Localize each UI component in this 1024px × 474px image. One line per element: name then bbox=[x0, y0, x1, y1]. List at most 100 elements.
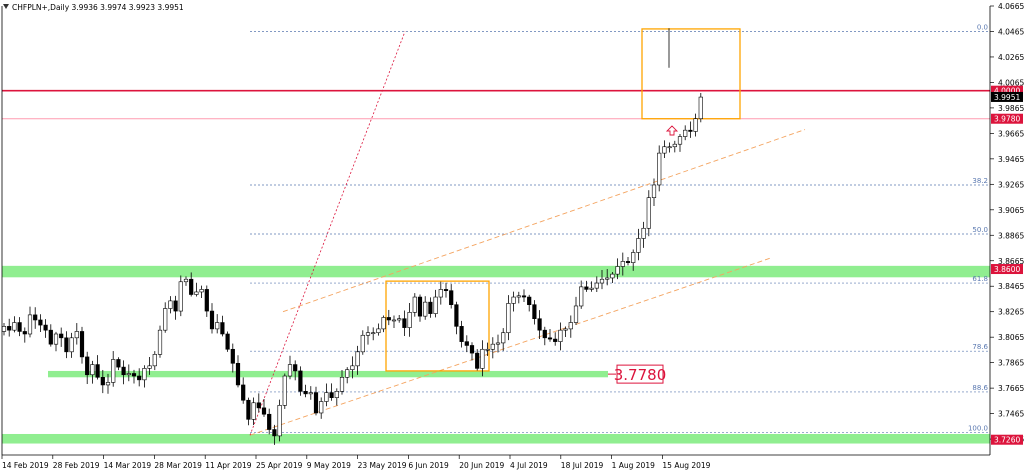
candle-body bbox=[594, 282, 599, 289]
candle-body bbox=[579, 286, 584, 307]
price-level-box bbox=[991, 434, 1023, 445]
candle-body bbox=[407, 312, 412, 328]
candle-body bbox=[620, 261, 625, 267]
candle-body bbox=[22, 331, 27, 335]
candle-body bbox=[157, 329, 163, 355]
candle-body bbox=[376, 328, 381, 334]
annotation-box bbox=[616, 364, 664, 384]
candle-body bbox=[95, 364, 100, 378]
candle-body bbox=[636, 238, 641, 253]
candle-body bbox=[667, 146, 672, 149]
fib-level-label: 78.6 bbox=[972, 343, 988, 351]
candle-body bbox=[677, 136, 683, 145]
candle-body bbox=[199, 289, 204, 293]
candle-body bbox=[584, 286, 589, 290]
x-tick-label: 20 Jun 2019 bbox=[459, 461, 504, 470]
candle-body bbox=[475, 352, 480, 369]
price-level-label: 3.9951 bbox=[994, 93, 1020, 102]
candle-body bbox=[64, 337, 69, 353]
x-tick-label: 18 Jul 2019 bbox=[561, 461, 604, 470]
candle-body bbox=[251, 402, 256, 420]
candle-body bbox=[417, 296, 423, 317]
y-tick-label: 3.8065 bbox=[998, 333, 1024, 342]
candle-body bbox=[490, 343, 495, 350]
candle-body bbox=[163, 308, 168, 331]
candle-body bbox=[397, 318, 402, 321]
candle-body bbox=[631, 252, 636, 263]
candle-body bbox=[365, 332, 371, 336]
candle-body bbox=[267, 413, 272, 430]
candle-body bbox=[454, 304, 459, 327]
candle-body bbox=[282, 375, 287, 406]
candle-body bbox=[69, 337, 74, 353]
candle-body bbox=[651, 184, 657, 199]
candle-body bbox=[350, 365, 355, 370]
candle-body bbox=[85, 356, 90, 376]
candle-body bbox=[532, 304, 537, 320]
x-tick-label: 15 Aug 2019 bbox=[662, 461, 710, 470]
candle-body bbox=[246, 399, 251, 420]
candle-body bbox=[220, 322, 225, 335]
y-tick-label: 3.9865 bbox=[998, 104, 1024, 113]
x-tick-label: 1 Aug 2019 bbox=[612, 461, 655, 470]
candle-body bbox=[287, 364, 293, 377]
y-tick-label: 4.0065 bbox=[998, 78, 1024, 87]
channel-lower-line bbox=[249, 257, 773, 436]
candle-body bbox=[152, 354, 157, 367]
candle-body bbox=[683, 129, 688, 137]
candle-body bbox=[256, 402, 261, 409]
candle-body bbox=[43, 324, 48, 331]
candle-body bbox=[459, 326, 464, 342]
candle-body bbox=[386, 317, 391, 321]
chart-header: CHFPLN+,Daily 3.9936 3.9974 3.9923 3.995… bbox=[12, 3, 184, 12]
fib-level-label: 38.2 bbox=[972, 177, 988, 185]
support-zone bbox=[48, 370, 608, 378]
candle-body bbox=[537, 318, 542, 331]
annotation-label: 3.7780 bbox=[614, 366, 667, 384]
candle-body bbox=[137, 375, 142, 381]
candle-body bbox=[79, 331, 85, 358]
candle-body bbox=[542, 329, 547, 339]
candle-body bbox=[126, 373, 131, 376]
candle-body bbox=[298, 370, 303, 392]
candle-body bbox=[371, 332, 376, 335]
candle-body bbox=[547, 337, 553, 340]
candle-body bbox=[308, 392, 313, 395]
candle-body bbox=[105, 382, 111, 386]
candle-body bbox=[672, 143, 677, 148]
candle-body bbox=[121, 366, 126, 376]
price-level-label: 3.7260 bbox=[994, 436, 1020, 445]
fib-level-label: 100.0 bbox=[968, 425, 988, 433]
y-tick-label: 4.0465 bbox=[998, 27, 1024, 36]
fib-level-label: 61.8 bbox=[972, 275, 988, 283]
y-tick-label: 3.8665 bbox=[998, 257, 1024, 266]
candle-body bbox=[100, 377, 105, 386]
y-tick-label: 3.8465 bbox=[998, 282, 1024, 291]
y-tick-label: 3.8265 bbox=[998, 308, 1024, 317]
candle-body bbox=[662, 146, 667, 154]
candle-body bbox=[90, 364, 95, 376]
candle-body bbox=[27, 314, 33, 335]
y-tick-label: 3.9265 bbox=[998, 180, 1024, 189]
y-tick-label: 3.7465 bbox=[998, 410, 1024, 419]
candle-body bbox=[7, 326, 12, 331]
candle-body bbox=[423, 301, 428, 317]
candle-body bbox=[324, 392, 329, 402]
candle-body bbox=[142, 368, 147, 381]
candle-body bbox=[506, 303, 511, 334]
price-level-box bbox=[991, 85, 1023, 96]
candle-body bbox=[235, 362, 241, 386]
candle-body bbox=[59, 333, 64, 339]
candle-body bbox=[48, 329, 53, 345]
candle-body bbox=[521, 295, 527, 298]
candle-body bbox=[17, 322, 22, 332]
price-level-box bbox=[991, 91, 1023, 102]
candle-body bbox=[355, 351, 360, 367]
candle-body bbox=[511, 296, 516, 304]
candle-body bbox=[573, 305, 579, 323]
candle-body bbox=[334, 391, 339, 398]
fib-level-label: 50.0 bbox=[972, 226, 988, 234]
y-tick-label: 4.0665 bbox=[998, 2, 1024, 11]
